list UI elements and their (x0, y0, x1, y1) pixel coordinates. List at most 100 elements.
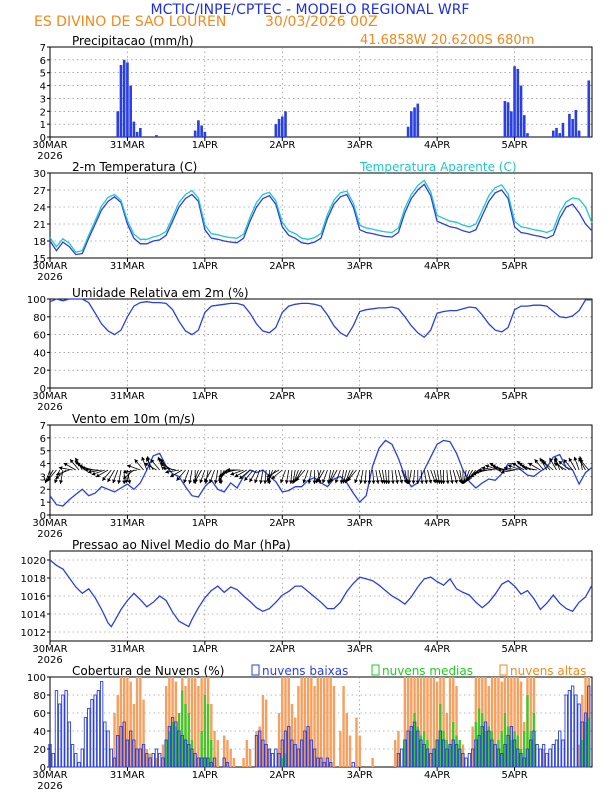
cloud-bar-low (587, 685, 591, 768)
cloud-bar-low (467, 753, 472, 768)
run-label: 30/03/2026 00Z (265, 14, 378, 30)
cloud-bar-low (196, 757, 201, 768)
legend-label: nuvens baixas (262, 664, 348, 678)
cloud-bar-medium (474, 722, 478, 767)
precip-bar (116, 111, 120, 137)
y-tick-label: 2 (40, 107, 46, 118)
cloud-bar-low (445, 748, 449, 768)
cloud-bar-low (425, 748, 430, 768)
cloud-bar-low (90, 699, 94, 768)
wind-arrow-head (317, 478, 321, 483)
cloud-bar-low (212, 757, 217, 768)
wind-arrow-head (363, 480, 368, 484)
cloud-bar-medium (581, 740, 584, 767)
cloud-bar-low (532, 730, 536, 768)
cloud-bar-high (448, 677, 452, 767)
cloud-bar-low (58, 703, 62, 768)
cloud-bar-high (339, 731, 342, 767)
wind-arrow-head (481, 466, 486, 471)
cloud-bar-low (461, 753, 465, 768)
wind-arrow-head (127, 464, 132, 469)
cloud-bar-low (74, 753, 78, 768)
x-year-label: 2026 (37, 655, 62, 666)
cloud-bar-low (458, 748, 462, 768)
x-tick-label: 30MAR (32, 261, 67, 272)
wind-arrow-head (494, 466, 499, 471)
precip-bar (119, 65, 123, 137)
wind-arrow-head (579, 459, 584, 464)
x-tick-label: 1APR (192, 261, 218, 272)
series-line-slp-0 (49, 559, 593, 628)
precip-bar (506, 102, 510, 137)
precip-bar (200, 125, 203, 137)
wind-arrow-head (223, 469, 228, 474)
cloud-bar-high (300, 677, 303, 767)
wind-arrow-head (478, 467, 482, 473)
precip-bar (568, 113, 571, 137)
cloud-bar-low (558, 730, 562, 768)
x-tick-label: 4APR (424, 518, 450, 529)
wind-arrow-head (520, 464, 525, 469)
y-tick-label: 1 (40, 120, 46, 131)
cloud-bar-high (423, 677, 426, 767)
cloud-bar-medium (174, 726, 178, 767)
cloud-bar-low (293, 744, 297, 768)
cloud-bar-low (399, 748, 404, 768)
legend-swatch (251, 664, 260, 676)
cloud-bar-low (512, 739, 517, 768)
cloud-bar-high (197, 686, 200, 767)
y-tick-label: 1020 (21, 556, 46, 567)
wind-arrow-head (209, 479, 213, 484)
cloud-bar-low (503, 744, 507, 768)
cloud-bar-medium (452, 722, 455, 767)
cloud-bar-high (255, 731, 258, 767)
cloud-bar-high (132, 704, 136, 767)
cloud-bar-medium (510, 740, 513, 767)
precip-bar (574, 110, 578, 137)
precip-bar (277, 119, 281, 137)
x-tick-label: 3APR (347, 391, 373, 402)
cloud-bar-low (287, 726, 291, 768)
cloud-bar-low (222, 757, 226, 768)
precip-bar (284, 111, 287, 137)
panel-title: Precipitacao (mm/h) (72, 34, 194, 48)
cloud-bar-high (542, 749, 545, 767)
wind-arrow-head (568, 457, 573, 462)
wind-arrow-head (330, 478, 334, 483)
cloud-bar-low (270, 753, 275, 768)
cloud-bar-low (103, 721, 107, 768)
wind-arrow-head (395, 480, 400, 484)
x-tick-label: 4APR (424, 644, 450, 655)
cloud-bar-low (406, 730, 410, 768)
cloud-bar-low (70, 744, 75, 768)
cloud-bar-high (397, 731, 400, 767)
cloud-bar-low (116, 735, 120, 768)
main-title: MCTIC/INPE/CPTEC - MODELO REGIONAL WRF (151, 2, 470, 18)
cloud-bar-high (303, 677, 307, 767)
wind-arrow-head (56, 471, 61, 476)
cloud-bar-low (538, 748, 543, 768)
cloud-bar-medium (435, 740, 439, 767)
cloud-bar-high (145, 749, 148, 767)
cloud-bar-high (577, 744, 581, 767)
wind-arrow-head (500, 469, 505, 474)
y-tick-label: 24 (33, 203, 46, 214)
x-tick-label: 30MAR (32, 770, 67, 781)
cloud-bar-high (461, 744, 465, 767)
precip-bar (503, 101, 507, 137)
cloud-bar-high (442, 677, 445, 767)
x-tick-label: 1APR (192, 770, 218, 781)
cloud-bar-low (477, 735, 481, 768)
cloud-bar-low (151, 753, 155, 768)
cloud-bar-high (284, 677, 287, 767)
x-tick-label: 4APR (424, 391, 450, 402)
cloud-bar-high (268, 749, 271, 767)
x-tick-label: 1APR (192, 518, 218, 529)
cloud-bar-high (281, 677, 284, 767)
cloud-bar-high (494, 677, 497, 767)
y-tick-label: 4 (40, 460, 46, 471)
cloud-bar-high (393, 740, 397, 767)
x-tick-label: 3APR (347, 140, 373, 151)
cloud-bar-low (516, 748, 520, 768)
y-tick-label: 0 (40, 763, 46, 774)
